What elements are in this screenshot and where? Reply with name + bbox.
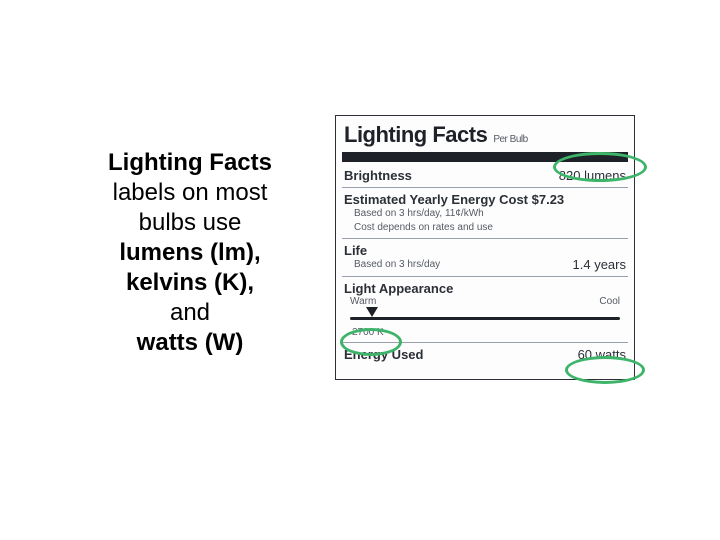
slider-pointer-icon: [366, 307, 378, 317]
rule-1: [342, 187, 628, 188]
caption-line-6: and: [170, 299, 210, 326]
caption-line-4: lumens (lm),: [119, 239, 260, 266]
brightness-row: Brightness 820 lumens: [344, 168, 626, 183]
cost-sub-2: Cost depends on rates and use: [354, 221, 626, 235]
appearance-head: Light Appearance: [344, 281, 626, 296]
appearance-warm: Warm: [350, 296, 376, 307]
caption-line-2: labels on most: [113, 179, 268, 206]
slide: Lighting Facts labels on most bulbs use …: [0, 0, 720, 540]
energy-value: 60 watts: [578, 347, 626, 362]
label-title-row: Lighting Facts Per Bulb: [344, 122, 626, 148]
label-per-bulb: Per Bulb: [493, 134, 527, 145]
slider-track: [350, 317, 620, 320]
lighting-facts-label: Lighting Facts Per Bulb Brightness 820 l…: [335, 115, 635, 380]
appearance-section: Light Appearance Warm Cool 2700 K: [344, 281, 626, 338]
brightness-label: Brightness: [344, 168, 412, 183]
appearance-ends: Warm Cool: [344, 296, 626, 307]
caption-line-7: watts (W): [137, 329, 244, 356]
cost-head: Estimated Yearly Energy Cost $7.23: [344, 192, 626, 207]
cost-sub-1: Based on 3 hrs/day, 11¢/kWh: [354, 207, 626, 221]
life-head: Life: [344, 243, 440, 258]
life-row: Life Based on 3 hrs/day 1.4 years: [344, 243, 626, 272]
brightness-value: 820 lumens: [559, 168, 626, 183]
life-value: 1.4 years: [573, 257, 626, 272]
rule-4: [342, 342, 628, 343]
rule-2: [342, 238, 628, 239]
rule-3: [342, 276, 628, 277]
label-title: Lighting Facts: [344, 122, 487, 148]
energy-row: Energy Used 60 watts: [344, 347, 626, 362]
caption-line-3: bulbs use: [139, 209, 242, 236]
life-sub: Based on 3 hrs/day: [354, 258, 440, 272]
energy-label: Energy Used: [344, 347, 423, 362]
caption-line-1: Lighting Facts: [108, 149, 272, 176]
caption-line-5: kelvins (K),: [126, 269, 254, 296]
caption-text: Lighting Facts labels on most bulbs use …: [80, 148, 300, 358]
label-heavy-rule: [342, 152, 628, 162]
appearance-slider: [350, 307, 620, 329]
appearance-cool: Cool: [599, 296, 620, 307]
